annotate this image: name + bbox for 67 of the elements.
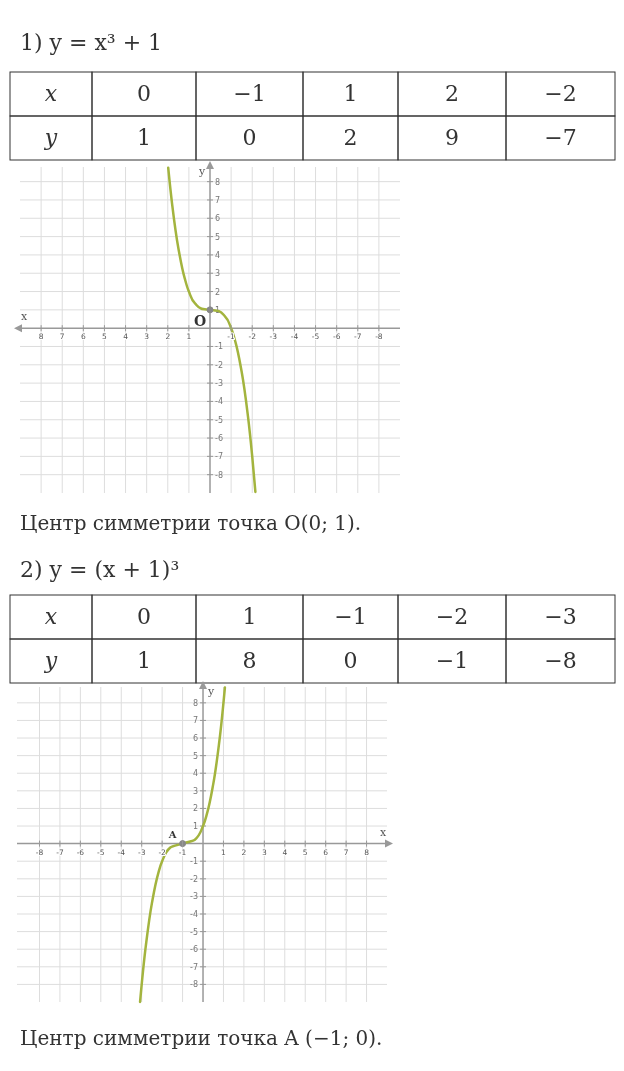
- category-label: y: [44, 648, 58, 673]
- text: −7: [544, 125, 577, 150]
- y-tick-label: 3: [192, 786, 199, 796]
- y-tick-label: 7: [192, 716, 199, 726]
- annotation: A: [167, 828, 177, 840]
- text: −1: [233, 81, 266, 106]
- category-label: x: [44, 81, 58, 106]
- y-tick-label: -4: [190, 910, 199, 920]
- y-tick-label: -7: [215, 452, 223, 462]
- text: 2) y = (x + 1)³: [20, 557, 180, 582]
- text: 1: [137, 125, 151, 150]
- y-tick-label: -2: [190, 874, 199, 884]
- text: 0: [343, 648, 358, 673]
- category-label: x: [44, 604, 58, 629]
- y-tick-label: -5: [215, 415, 223, 425]
- y-axis-title: y: [206, 685, 215, 698]
- text: 0: [137, 604, 151, 629]
- y-tick-label: 3: [215, 269, 221, 279]
- text: Центр симметрии точка A (−1; 0).: [20, 1026, 383, 1050]
- y-tick-label: 6: [192, 734, 199, 744]
- y-tick-label: -7: [190, 962, 199, 972]
- text: −1: [334, 604, 367, 629]
- y-tick-label: -3: [215, 379, 223, 389]
- text: 9: [445, 125, 459, 150]
- text: 1) y = x³ + 1: [20, 30, 163, 55]
- y-tick-label: -1: [190, 857, 199, 867]
- x-axis-title: x: [20, 310, 28, 324]
- y-tick-label: -6: [215, 434, 223, 444]
- text: 2: [343, 125, 358, 150]
- text: 8: [242, 648, 257, 673]
- text: 1: [343, 81, 358, 106]
- text: 0: [242, 125, 257, 150]
- text: 0: [137, 81, 151, 106]
- text: −3: [544, 604, 577, 629]
- y-axis-title: y: [197, 165, 206, 178]
- text: −2: [435, 604, 469, 629]
- y-tick-label: -4: [215, 397, 223, 407]
- text: −1: [435, 648, 469, 673]
- y-tick-label: -5: [190, 927, 199, 937]
- y-tick-label: 8: [215, 177, 221, 187]
- text: 1: [242, 604, 257, 629]
- y-tick-label: 2: [215, 287, 221, 297]
- y-tick-label: 1: [192, 822, 199, 832]
- text: 2: [445, 81, 459, 106]
- text: −8: [544, 648, 577, 673]
- y-tick-label: 4: [192, 769, 199, 779]
- category-label: y: [44, 125, 58, 150]
- y-tick-label: -1: [215, 342, 223, 352]
- x-axis-title: x: [379, 825, 387, 839]
- y-tick-label: 5: [215, 232, 221, 242]
- y-tick-label: 7: [215, 195, 221, 205]
- y-tick-label: -2: [215, 360, 223, 370]
- text: −2: [544, 81, 577, 106]
- y-tick-label: -6: [190, 945, 199, 955]
- y-tick-label: 6: [215, 214, 221, 224]
- y-tick-label: 2: [192, 804, 199, 814]
- line-series: [166, 166, 257, 494]
- y-tick-label: 8: [192, 698, 199, 708]
- y-tick-label: -8: [215, 470, 223, 480]
- annotation: O: [193, 312, 207, 329]
- y-tick-label: 5: [192, 751, 199, 761]
- y-tick-label: 4: [215, 250, 221, 260]
- text: 1: [137, 648, 151, 673]
- y-tick-label: -3: [190, 892, 199, 902]
- line-series: [138, 686, 227, 1004]
- text: Центр симметрии точка O(0; 1).: [20, 511, 362, 535]
- y-tick-label: -8: [190, 980, 199, 990]
